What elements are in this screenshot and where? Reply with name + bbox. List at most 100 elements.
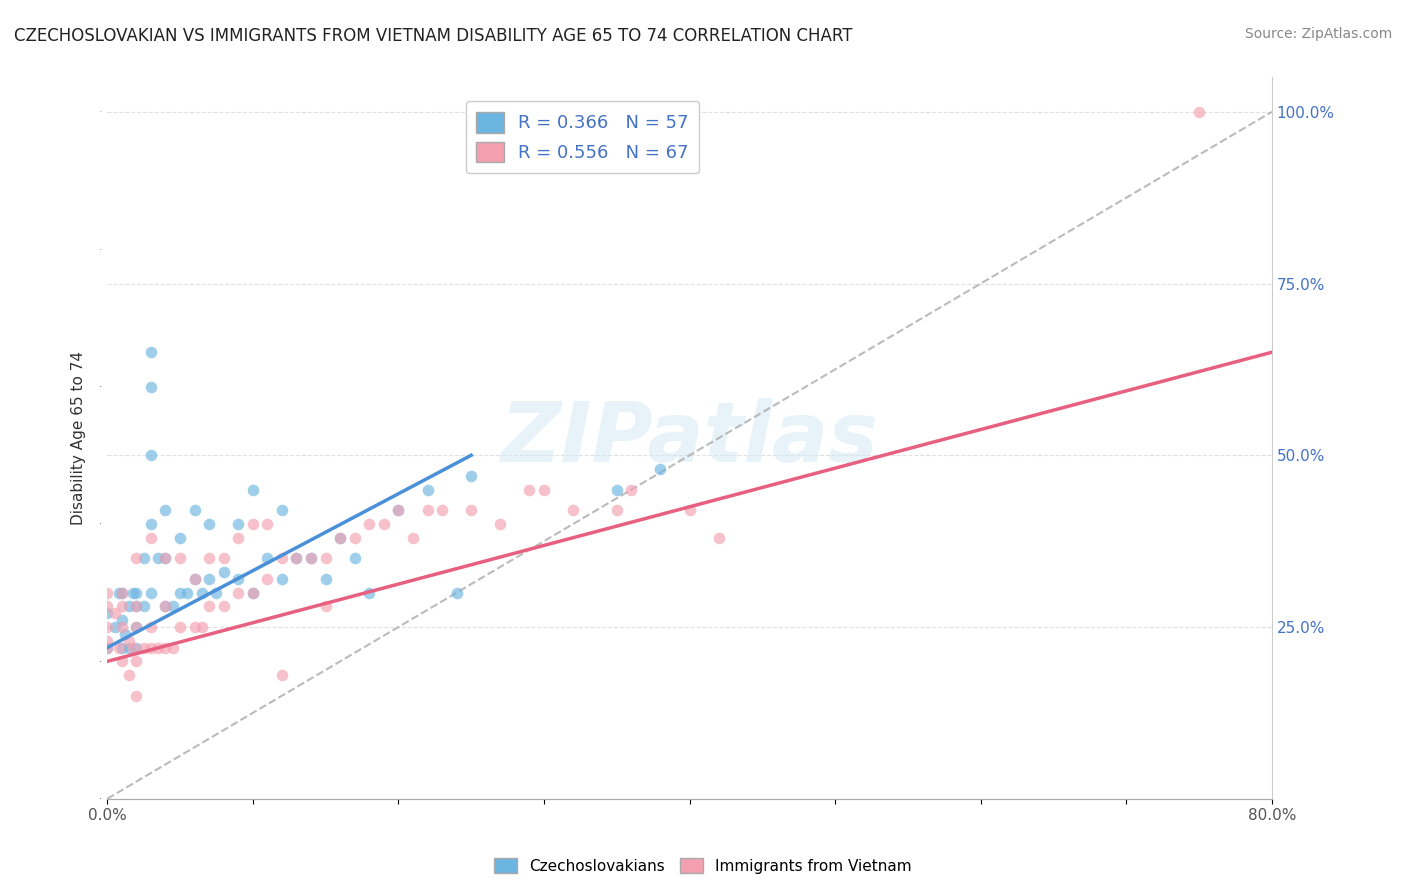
Point	[139, 448, 162, 462]
Point	[111, 599, 134, 614]
Point	[299, 551, 322, 566]
Point	[460, 469, 482, 483]
Point	[533, 483, 555, 497]
Point	[96, 633, 118, 648]
Point	[125, 599, 148, 614]
Point	[139, 516, 162, 531]
Point	[96, 620, 118, 634]
Point	[212, 599, 235, 614]
Point	[108, 640, 131, 655]
Point	[562, 503, 585, 517]
Point	[678, 503, 700, 517]
Point	[139, 531, 162, 545]
Point	[155, 551, 177, 566]
Point	[205, 585, 228, 599]
Point	[108, 585, 131, 599]
Point	[139, 620, 162, 634]
Point	[111, 613, 134, 627]
Text: Source: ZipAtlas.com: Source: ZipAtlas.com	[1244, 27, 1392, 41]
Point	[242, 585, 264, 599]
Point	[198, 599, 221, 614]
Legend: R = 0.366   N = 57, R = 0.556   N = 67: R = 0.366 N = 57, R = 0.556 N = 67	[465, 101, 699, 173]
Point	[271, 503, 294, 517]
Point	[343, 531, 366, 545]
Point	[122, 640, 145, 655]
Point	[191, 620, 214, 634]
Point	[111, 585, 134, 599]
Point	[125, 551, 148, 566]
Point	[315, 551, 337, 566]
Point	[139, 585, 162, 599]
Point	[212, 551, 235, 566]
Point	[103, 607, 125, 621]
Point	[169, 551, 191, 566]
Point	[359, 585, 381, 599]
Point	[155, 551, 177, 566]
Point	[226, 531, 249, 545]
Point	[118, 668, 141, 682]
Point	[111, 620, 134, 634]
Point	[139, 345, 162, 359]
Point	[183, 620, 205, 634]
Point	[125, 620, 148, 634]
Point	[139, 379, 162, 393]
Point	[125, 585, 148, 599]
Point	[169, 585, 191, 599]
Point	[125, 689, 148, 703]
Point	[387, 503, 409, 517]
Point	[132, 599, 155, 614]
Point	[125, 599, 148, 614]
Point	[118, 599, 141, 614]
Point	[132, 640, 155, 655]
Point	[139, 640, 162, 655]
Point	[226, 572, 249, 586]
Point	[198, 551, 221, 566]
Point	[111, 654, 134, 668]
Legend: Czechoslovakians, Immigrants from Vietnam: Czechoslovakians, Immigrants from Vietna…	[488, 852, 918, 880]
Point	[162, 640, 184, 655]
Point	[132, 551, 155, 566]
Point	[118, 633, 141, 648]
Point	[226, 585, 249, 599]
Point	[148, 640, 170, 655]
Point	[103, 620, 125, 634]
Point	[111, 640, 134, 655]
Point	[271, 551, 294, 566]
Point	[402, 531, 425, 545]
Point	[416, 503, 439, 517]
Point	[489, 516, 512, 531]
Text: ZIPatlas: ZIPatlas	[501, 398, 879, 479]
Point	[111, 585, 134, 599]
Point	[1188, 104, 1211, 119]
Text: CZECHOSLOVAKIAN VS IMMIGRANTS FROM VIETNAM DISABILITY AGE 65 TO 74 CORRELATION C: CZECHOSLOVAKIAN VS IMMIGRANTS FROM VIETN…	[14, 27, 852, 45]
Point	[155, 599, 177, 614]
Point	[198, 516, 221, 531]
Point	[242, 585, 264, 599]
Point	[256, 551, 278, 566]
Point	[118, 640, 141, 655]
Point	[460, 503, 482, 517]
Point	[148, 551, 170, 566]
Point	[387, 503, 409, 517]
Point	[299, 551, 322, 566]
Point	[285, 551, 308, 566]
Point	[285, 551, 308, 566]
Point	[606, 483, 628, 497]
Point	[114, 627, 136, 641]
Point	[707, 531, 730, 545]
Point	[155, 503, 177, 517]
Point	[96, 599, 118, 614]
Point	[122, 585, 145, 599]
Point	[620, 483, 643, 497]
Point	[125, 654, 148, 668]
Point	[155, 599, 177, 614]
Point	[315, 599, 337, 614]
Point	[256, 516, 278, 531]
Point	[416, 483, 439, 497]
Y-axis label: Disability Age 65 to 74: Disability Age 65 to 74	[72, 351, 86, 525]
Point	[373, 516, 395, 531]
Point	[329, 531, 352, 545]
Point	[329, 531, 352, 545]
Point	[226, 516, 249, 531]
Point	[191, 585, 214, 599]
